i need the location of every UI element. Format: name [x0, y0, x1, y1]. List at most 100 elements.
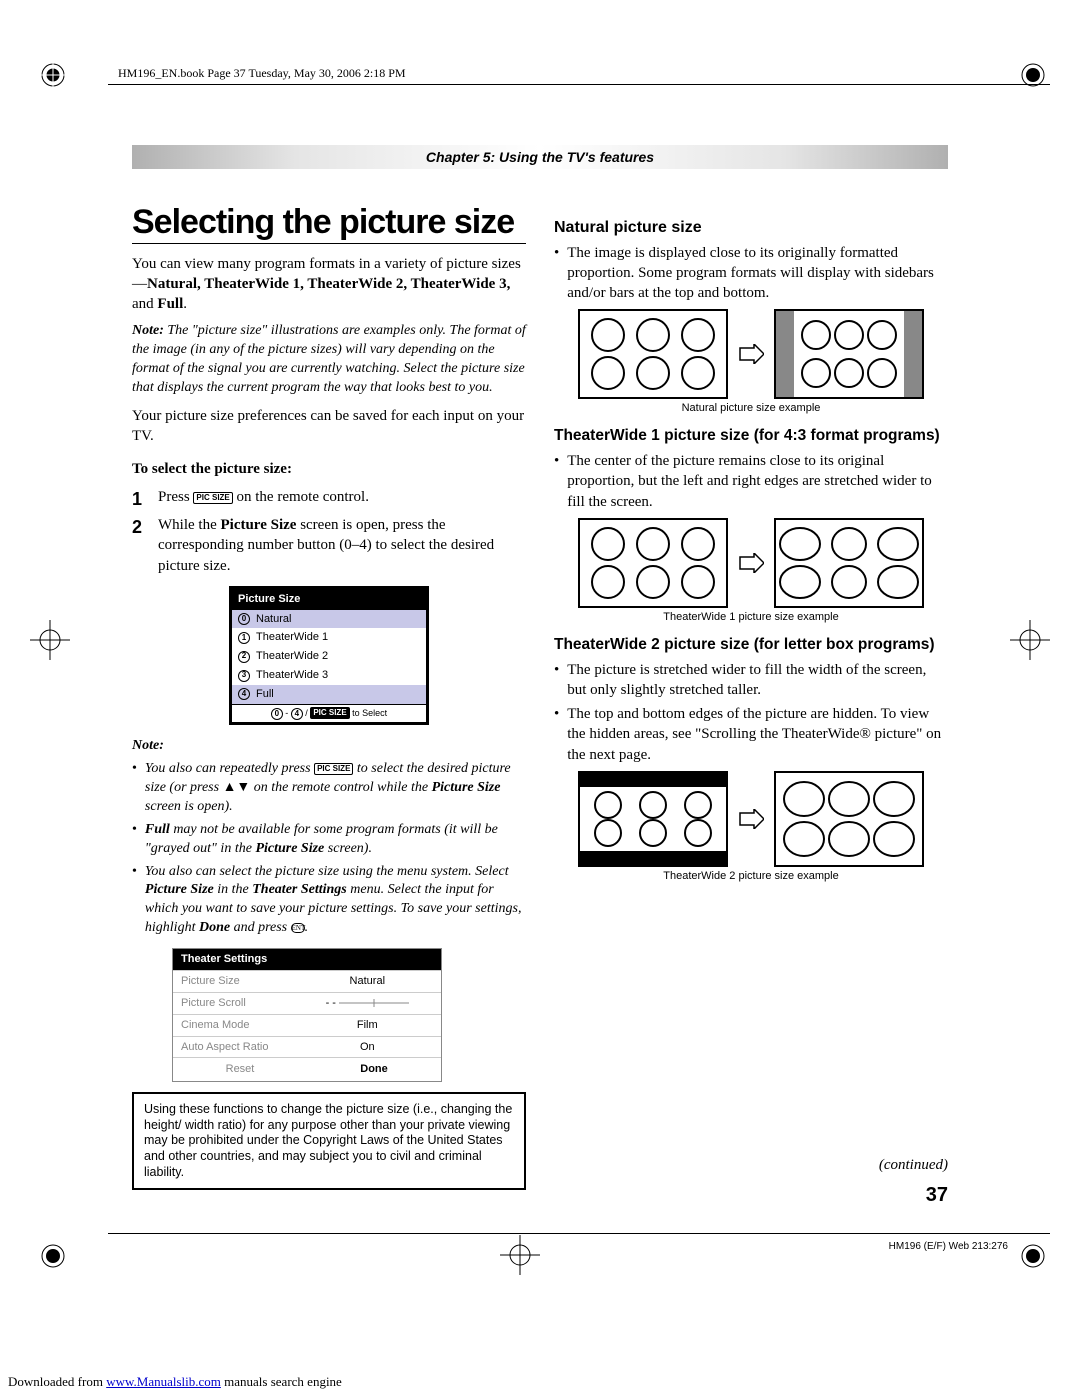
note2-item-2: Full may not be available for some progr… [132, 821, 526, 859]
step-2: 2 While the Picture Size screen is open,… [132, 515, 526, 576]
n2i3b3: Done [199, 920, 230, 935]
tw2-bullets: The picture is stretched wider to fill t… [554, 660, 948, 765]
steps-list: 1 Press PIC SIZE on the remote control. … [132, 487, 526, 576]
picsize-key-icon: PIC SIZE [193, 492, 232, 504]
intro-paragraph: You can view many program formats in a v… [132, 254, 526, 315]
continued-label: (continued) [879, 1155, 948, 1175]
header-filepath: HM196_EN.book Page 37 Tuesday, May 30, 2… [118, 65, 406, 81]
n2i3e: . [305, 920, 309, 935]
natural-caption: Natural picture size example [554, 401, 948, 416]
footer-post: manuals search engine [221, 1374, 342, 1389]
tt-val: Natural [294, 971, 441, 992]
menu-footer: 0 - 4 / PIC SIZE to Select [232, 704, 426, 722]
menu-item-0: 0Natural [232, 610, 426, 629]
tt-buttons: Reset Done [173, 1057, 441, 1081]
note2-item-1: You also can repeatedly press PIC SIZE t… [132, 760, 526, 817]
tt-row-0: Picture SizeNatural [173, 970, 441, 992]
menu-item-2: 2TheaterWide 2 [232, 647, 426, 666]
tt-label: Cinema Mode [173, 1015, 294, 1036]
note-1: Note: The "picture size" illustrations a… [132, 322, 526, 398]
menu-label: TheaterWide 3 [256, 668, 328, 683]
tt-val: Film [294, 1015, 441, 1036]
n2i1c: on the remote control while the [250, 780, 431, 795]
tw1-bullet: The center of the picture remains close … [554, 451, 948, 512]
reset-button: Reset [173, 1058, 307, 1081]
tt-val: - - [326, 997, 336, 1009]
tv-after [774, 518, 924, 608]
tv-after [774, 309, 924, 399]
tw1-heading: TheaterWide 1 picture size (for 4:3 form… [554, 426, 948, 447]
menu-num: 1 [238, 632, 250, 644]
note1-body: The "picture size" illustrations are exa… [132, 323, 526, 395]
pref-line: Your picture size preferences can be sav… [132, 406, 526, 447]
picsize-key-icon: PIC SIZE [314, 763, 353, 775]
note2-head: Note: [132, 737, 526, 756]
n2i2lead: Full [145, 822, 170, 837]
picture-size-menu: Picture Size 0Natural 1TheaterWide 1 2Th… [229, 586, 429, 725]
footer-link[interactable]: www.Manualslib.com [106, 1374, 221, 1389]
step1-pre: Press [158, 489, 193, 505]
menu-label: Full [256, 687, 274, 702]
tw1-caption: TheaterWide 1 picture size example [554, 610, 948, 625]
note2-item-3: You also can select the picture size usi… [132, 863, 526, 939]
n2i2b2: Picture Size [255, 841, 324, 856]
intro-full: Full [157, 296, 183, 312]
tt-title: Theater Settings [173, 949, 441, 970]
n2i1d: screen is open). [145, 799, 233, 814]
natural-bullet: The image is displayed close to its orig… [554, 243, 948, 304]
tv-before [578, 771, 728, 867]
n2i3b1: Picture Size [145, 882, 214, 897]
tt-label: Picture Scroll [173, 993, 294, 1014]
footer-rule [108, 1233, 1050, 1234]
to-select-heading: To select the picture size: [132, 459, 526, 479]
chapter-bar: Chapter 5: Using the TV's features [132, 145, 948, 169]
arrow-icon [738, 344, 764, 364]
theater-settings-table: Theater Settings Picture SizeNatural Pic… [172, 948, 442, 1082]
step1-post: on the remote control. [233, 489, 369, 505]
page-content: Chapter 5: Using the TV's features Selec… [132, 145, 948, 1197]
step2-bold: Picture Size [220, 517, 296, 533]
tt-row-2: Cinema ModeFilm [173, 1014, 441, 1036]
tw2-example [554, 771, 948, 867]
footer-pre: Downloaded from [8, 1374, 106, 1389]
crop-mark [1018, 60, 1042, 84]
tw1-bul-text: The center of the picture remains close … [567, 451, 948, 512]
arrow-icon [738, 553, 764, 573]
intro-and: and [132, 296, 157, 312]
tv-after [774, 771, 924, 867]
natural-heading: Natural picture size [554, 213, 948, 239]
menu-item-1: 1 TheaterWide 1 [232, 628, 426, 647]
tw2-b2-text: The top and bottom edges of the picture … [567, 704, 948, 765]
menu-label: Natural [256, 612, 291, 627]
note1-lead: Note: [132, 323, 164, 338]
crop-mark [38, 60, 62, 84]
foot-4: 4 [291, 708, 303, 720]
menu-item-4: 4Full [232, 685, 426, 704]
step-2-text: While the Picture Size screen is open, p… [158, 515, 526, 576]
tw1-bullets: The center of the picture remains close … [554, 451, 948, 512]
doc-code: HM196 (E/F) Web 213:276 [889, 1240, 1008, 1254]
tt-row-3: Auto Aspect RatioOn [173, 1036, 441, 1058]
natural-example [554, 309, 948, 399]
step-1: 1 Press PIC SIZE on the remote control. [132, 487, 526, 511]
n2i3d: and press [230, 920, 291, 935]
intro-sizes: Natural, TheaterWide 1, TheaterWide 2, T… [147, 276, 510, 292]
enter-key-icon: ENT [291, 923, 305, 933]
tv-before [578, 518, 728, 608]
foot-key-icon: PIC SIZE [310, 707, 349, 719]
done-button: Done [307, 1058, 441, 1081]
tt-val-slider: - - [294, 993, 441, 1014]
menu-label: TheaterWide 2 [256, 649, 328, 664]
tw2-bullet-1: The picture is stretched wider to fill t… [554, 660, 948, 701]
header-rule [108, 84, 1050, 85]
tt-val: On [294, 1037, 441, 1058]
register-mark [30, 620, 70, 660]
step2-a: While the [158, 517, 220, 533]
tw1-example [554, 518, 948, 608]
download-footer: Downloaded from www.Manualslib.com manua… [8, 1373, 342, 1391]
note2-list: You also can repeatedly press PIC SIZE t… [132, 760, 526, 938]
foot-0: 0 [271, 708, 283, 720]
foot-dash: - [283, 708, 291, 718]
menu-label: TheaterWide 1 [256, 630, 328, 645]
tw2-heading: TheaterWide 2 picture size (for letter b… [554, 635, 948, 656]
